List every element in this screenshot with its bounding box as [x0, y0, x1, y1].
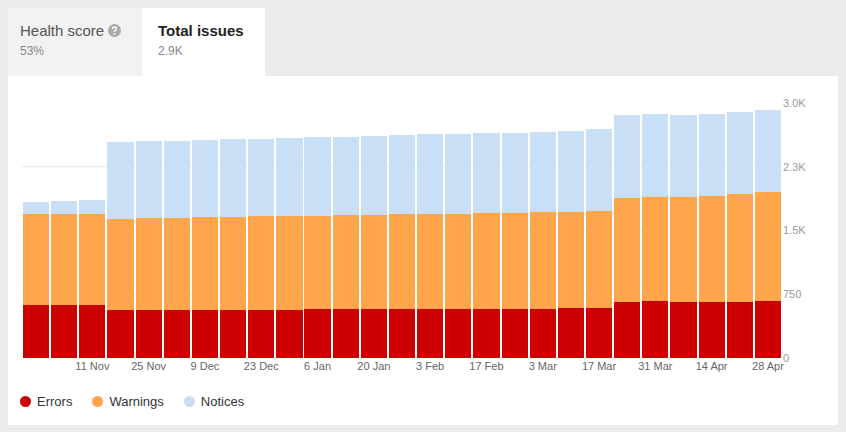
svg-text:14 Apr: 14 Apr [696, 360, 728, 372]
svg-text:20 Jan: 20 Jan [357, 360, 390, 372]
svg-text:17 Feb: 17 Feb [469, 360, 503, 372]
svg-text:3.0K: 3.0K [783, 97, 806, 109]
html-text:Warnings: Warnings [109, 394, 164, 409]
svg-text:9 Dec: 9 Dec [191, 360, 220, 372]
svg-text:3 Mar: 3 Mar [529, 360, 557, 372]
svg-text:750: 750 [783, 288, 801, 300]
html-text:Health score: Health score [20, 22, 105, 39]
svg-text:3 Feb: 3 Feb [416, 360, 444, 372]
html-text:53%: 53% [20, 44, 44, 58]
svg-text:6 Jan: 6 Jan [304, 360, 331, 372]
html-text:Errors: Errors [37, 394, 73, 409]
svg-text:28 Apr: 28 Apr [752, 360, 784, 372]
svg-text:31 Mar: 31 Mar [638, 360, 673, 372]
svg-text:1.5K: 1.5K [783, 224, 806, 236]
html-text:Total issues: Total issues [158, 22, 244, 39]
html-text:Notices: Notices [200, 394, 245, 409]
html-text:2.9K: 2.9K [158, 44, 183, 58]
svg-text:11 Nov: 11 Nov [75, 360, 110, 372]
svg-text:23 Dec: 23 Dec [244, 360, 279, 372]
svg-text:17 Mar: 17 Mar [582, 360, 617, 372]
svg-text:0: 0 [783, 352, 789, 364]
svg-text:25 Nov: 25 Nov [131, 360, 166, 372]
svg-text:2.3K: 2.3K [783, 161, 806, 173]
